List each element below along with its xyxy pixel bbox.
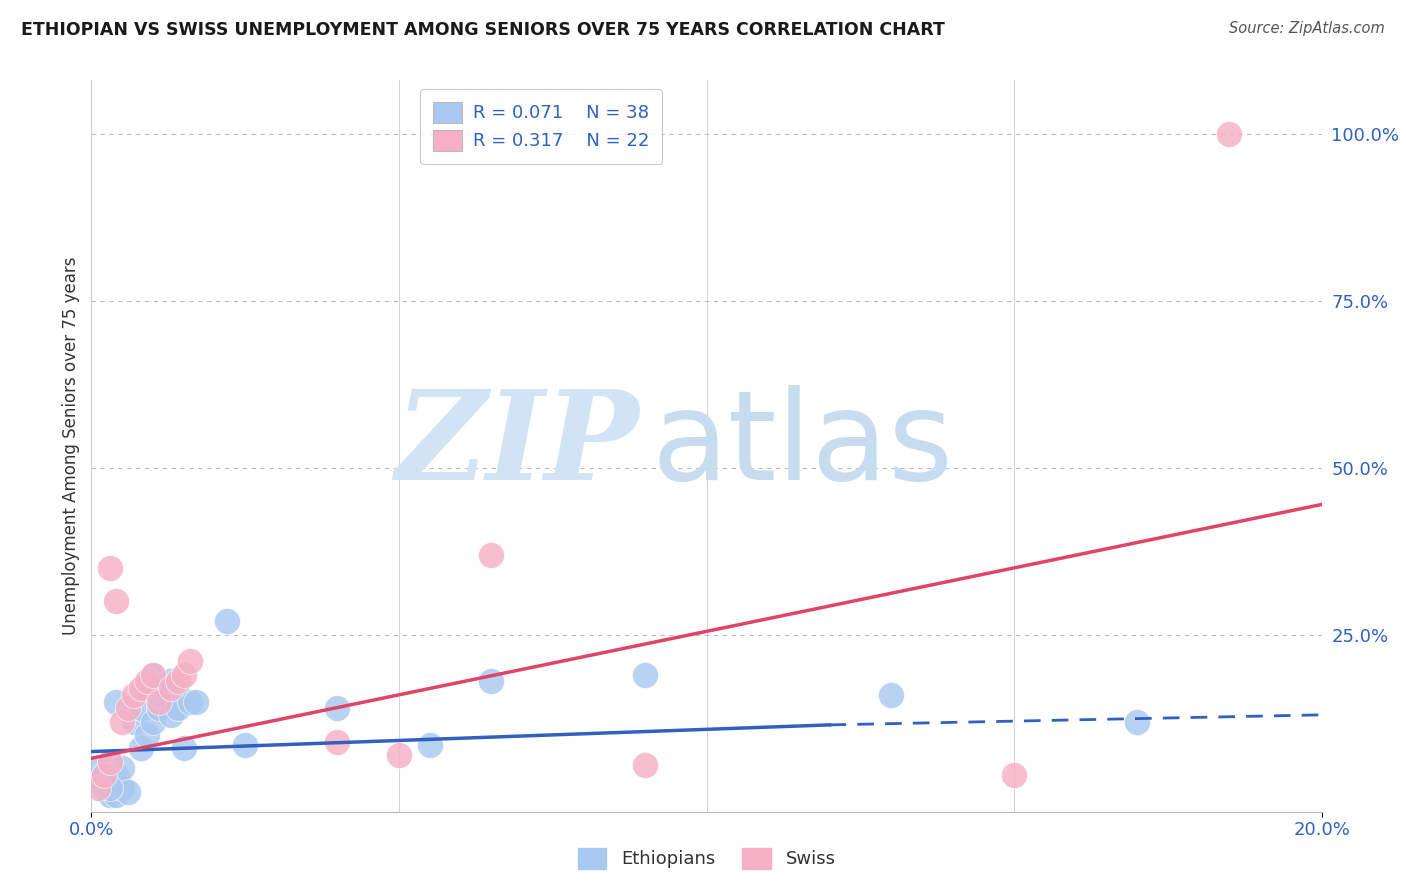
Point	[135, 674, 157, 689]
Point	[1126, 714, 1149, 729]
Point	[98, 755, 121, 769]
Point	[634, 758, 657, 772]
Text: ZIP: ZIP	[395, 385, 638, 507]
Point	[124, 688, 146, 702]
Point	[160, 681, 183, 695]
Point	[160, 707, 183, 722]
Point	[153, 681, 177, 695]
Point	[880, 688, 903, 702]
Text: Source: ZipAtlas.com: Source: ZipAtlas.com	[1229, 21, 1385, 36]
Point	[98, 755, 121, 769]
Point	[142, 714, 165, 729]
Point	[93, 768, 115, 782]
Point	[479, 674, 502, 689]
Point	[142, 667, 165, 681]
Y-axis label: Unemployment Among Seniors over 75 years: Unemployment Among Seniors over 75 years	[62, 257, 80, 635]
Point	[129, 681, 152, 695]
Point	[86, 781, 108, 796]
Point	[98, 781, 121, 796]
Point	[129, 701, 152, 715]
Point	[117, 785, 139, 799]
Point	[86, 761, 108, 775]
Point	[326, 701, 349, 715]
Point	[166, 701, 188, 715]
Point	[179, 655, 201, 669]
Point	[124, 714, 146, 729]
Point	[479, 548, 502, 562]
Point	[166, 674, 188, 689]
Point	[388, 747, 411, 762]
Point	[105, 594, 127, 608]
Point	[135, 728, 157, 742]
Point	[160, 674, 183, 689]
Text: ETHIOPIAN VS SWISS UNEMPLOYMENT AMONG SENIORS OVER 75 YEARS CORRELATION CHART: ETHIOPIAN VS SWISS UNEMPLOYMENT AMONG SE…	[21, 21, 945, 38]
Point	[184, 694, 207, 708]
Point	[135, 681, 157, 695]
Point	[129, 741, 152, 756]
Point	[1002, 768, 1025, 782]
Point	[215, 615, 238, 629]
Point	[173, 667, 195, 681]
Point	[142, 667, 165, 681]
Point	[105, 768, 127, 782]
Legend: Ethiopians, Swiss: Ethiopians, Swiss	[571, 840, 842, 876]
Point	[98, 788, 121, 802]
Point	[111, 714, 134, 729]
Text: atlas: atlas	[651, 385, 953, 507]
Point	[111, 781, 134, 796]
Point	[233, 738, 256, 752]
Point	[326, 734, 349, 748]
Point	[98, 774, 121, 789]
Point	[105, 694, 127, 708]
Point	[117, 701, 139, 715]
Point	[179, 694, 201, 708]
Point	[98, 561, 121, 575]
Point	[419, 738, 441, 752]
Point	[148, 688, 170, 702]
Point	[634, 667, 657, 681]
Point	[148, 701, 170, 715]
Point	[111, 761, 134, 775]
Point	[93, 781, 115, 796]
Point	[86, 774, 108, 789]
Point	[148, 694, 170, 708]
Point	[173, 741, 195, 756]
Point	[93, 768, 115, 782]
Point	[1218, 127, 1240, 141]
Point	[105, 788, 127, 802]
